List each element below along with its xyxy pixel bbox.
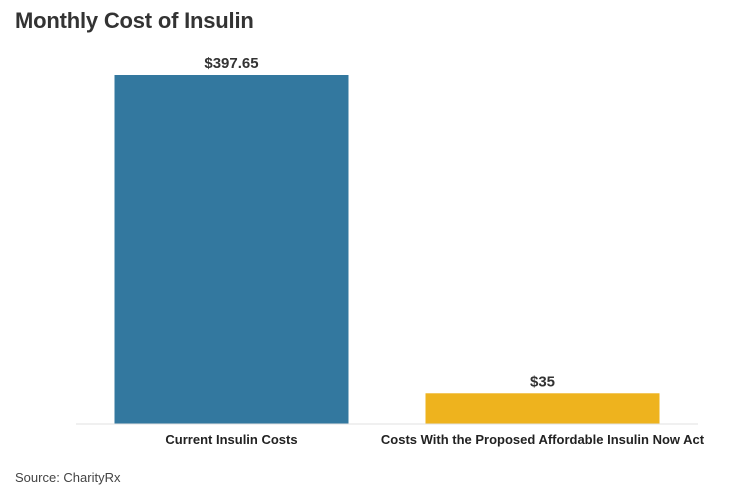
bar-1 <box>114 75 349 424</box>
labels-layer: $397.65 Current Insulin Costs $35 Costs Wit… <box>165 55 704 447</box>
data-label-1: $397.65 <box>204 55 258 72</box>
bar-2 <box>425 393 660 424</box>
bars-layer <box>114 75 660 424</box>
x-tick-label-2: Costs With the Proposed Affordable Insul… <box>381 432 705 447</box>
chart-title: Monthly Cost of Insulin <box>15 8 254 33</box>
source-note: Source: CharityRx <box>15 470 121 485</box>
x-tick-label-1: Current Insulin Costs <box>165 432 297 447</box>
data-label-2: $35 <box>530 373 555 390</box>
